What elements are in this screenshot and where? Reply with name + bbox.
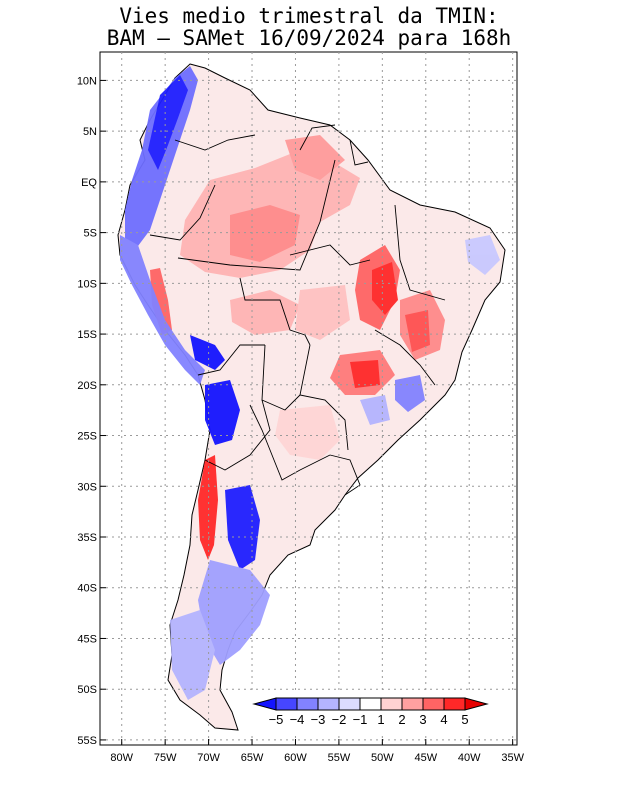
lat-tick-label: 45S <box>77 633 97 645</box>
lon-tick-label: 50W <box>371 752 394 764</box>
lat-tick-label: 30S <box>77 481 97 493</box>
lon-tick-label: 45W <box>414 752 437 764</box>
map-title-line1: Vies medio trimestral da TMIN: <box>119 4 499 28</box>
colorbar-label: 5 <box>461 712 468 727</box>
colorbar-label: −4 <box>290 712 305 727</box>
colorbar-swatch <box>317 697 340 711</box>
lon-tick-label: 60W <box>284 752 307 764</box>
colorbar-swatch <box>401 697 424 711</box>
lon-tick-label: 40W <box>458 752 481 764</box>
lat-tick-label: 10S <box>77 278 97 290</box>
colorbar-arrow-right <box>464 697 489 711</box>
colorbar-swatch <box>380 697 403 711</box>
map-grid <box>100 52 517 745</box>
colorbar-label: 3 <box>419 712 426 727</box>
lat-tick-label: 25S <box>77 431 97 443</box>
colorbar-label: −5 <box>269 712 284 727</box>
warm-bias-areas <box>150 135 445 560</box>
colorbar-swatch <box>275 697 298 711</box>
lon-tick-label: 55W <box>328 752 351 764</box>
colorbar-swatch <box>422 697 445 711</box>
lon-tick-label: 65W <box>241 752 264 764</box>
colorbar-swatch <box>443 697 466 711</box>
lat-tick-label: 15S <box>77 329 97 341</box>
cold-bias-areas <box>120 66 500 700</box>
lat-tick-label: 10N <box>77 75 97 87</box>
country-borders <box>149 124 446 496</box>
lon-tick-label: 35W <box>501 752 524 764</box>
map-ticks: 80W 75W 70W 65W 60W 55W 50W 45W 40W 35W 10N 5N EQ 5S 1… <box>77 75 525 764</box>
lat-tick-label: 55S <box>77 735 97 747</box>
lon-tick-label: 75W <box>154 752 177 764</box>
lat-tick-label: 5S <box>84 228 97 240</box>
lon-tick-label: 80W <box>110 752 133 764</box>
colorbar-swatch <box>338 697 361 711</box>
lat-tick-label: 50S <box>77 684 97 696</box>
lat-tick-label: 20S <box>77 380 97 392</box>
colorbar: −5 −4 −3 −2 −1 1 2 3 4 5 <box>250 692 514 734</box>
lat-tick-label: 35S <box>77 532 97 544</box>
colorbar-swatch <box>296 697 319 711</box>
colorbar-label: −1 <box>353 712 368 727</box>
lat-tick-label: 5N <box>83 126 97 138</box>
colorbar-label: −3 <box>311 712 326 727</box>
lat-tick-label: EQ <box>81 177 97 189</box>
lon-tick-label: 70W <box>197 752 220 764</box>
colorbar-label: 1 <box>377 712 384 727</box>
colorbar-label: −2 <box>332 712 347 727</box>
lat-tick-label: 40S <box>77 583 97 595</box>
colorbar-label: 2 <box>398 712 405 727</box>
colorbar-swatch <box>359 697 382 711</box>
map-title-line2: BAM — SAMet 16/09/2024 para 168h <box>106 26 512 50</box>
colorbar-label: 4 <box>440 712 447 727</box>
